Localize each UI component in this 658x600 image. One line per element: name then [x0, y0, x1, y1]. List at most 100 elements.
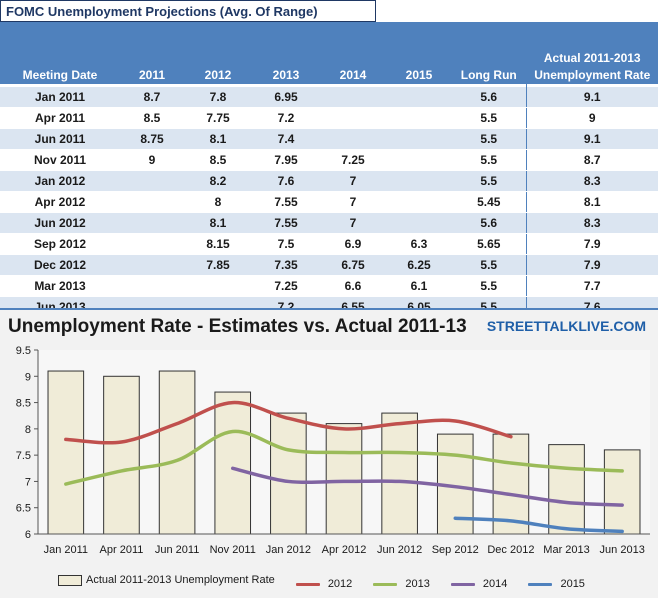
bar-actual	[214, 391, 252, 535]
cell-value: 8.3	[525, 170, 658, 192]
legend-label-2013: 2013	[405, 578, 430, 590]
cell-meeting-date: Jan 2012	[0, 170, 120, 192]
cell-value: 6.6	[320, 275, 386, 297]
cell-value: 8.7	[120, 87, 184, 108]
cell-value: 7.8	[184, 87, 252, 108]
header-long-run: Long Run	[460, 68, 517, 82]
cell-value	[120, 233, 184, 255]
cell-value: 6.3	[386, 233, 452, 255]
cell-value: 7.55	[252, 212, 320, 234]
cell-meeting-date: Jun 2012	[0, 212, 120, 234]
cell-value: 5.5	[452, 254, 526, 276]
x-tick-label: Dec 2012	[487, 544, 534, 556]
cell-value: 7.55	[252, 191, 320, 213]
legend-swatch-2012	[295, 582, 320, 586]
legend-label-2014: 2014	[482, 578, 508, 590]
cell-value: 8.1	[184, 128, 252, 150]
x-tick-label: Jun 2012	[377, 544, 422, 556]
legend-swatch-actual	[58, 574, 82, 586]
cell-value: 8	[184, 191, 252, 213]
cell-value: 5.6	[452, 87, 526, 108]
header-actual: Actual 2011-2013 Unemployment Rate	[525, 22, 658, 87]
cell-value	[386, 107, 452, 129]
legend-item-2013: 2013	[373, 578, 430, 590]
legend-item-2014: 2014	[450, 578, 508, 590]
cell-value	[120, 212, 184, 234]
y-tick-label: 7.5	[16, 450, 31, 462]
x-tick-label: Nov 2011	[210, 544, 256, 556]
cell-value: 9	[120, 149, 184, 171]
cell-value: 7.75	[184, 107, 252, 129]
cell-value: 5.45	[452, 191, 526, 213]
cell-value: 7.25	[320, 149, 386, 171]
cell-value: 5.5	[452, 107, 526, 129]
bar-actual	[603, 449, 641, 535]
header-2012: 2012	[204, 68, 232, 82]
cell-value	[386, 149, 452, 171]
header-actual-line2: Unemployment Rate	[534, 68, 651, 82]
bar-actual	[548, 444, 585, 535]
table-row: Jun 2012 8.1 7.55 7 5.6 8.3	[0, 212, 658, 234]
cell-value: 5.5	[452, 275, 526, 297]
cell-value: 7.5	[252, 233, 320, 255]
fomc-table-wrap: Meeting Date 2011 2012 2013 2014 2015 Lo…	[0, 22, 658, 318]
cell-value: 7.6	[252, 170, 320, 192]
header-actual-line1: Actual 2011-2013	[543, 51, 641, 65]
cell-value: 8.3	[525, 212, 658, 234]
x-tick-label: Apr 2012	[322, 544, 367, 556]
legend-label-2012: 2012	[327, 578, 353, 590]
cell-value: 7.9	[525, 233, 658, 255]
y-tick-label: 8	[25, 424, 31, 436]
bar-actual	[47, 370, 85, 535]
cell-value: 6.75	[320, 254, 386, 276]
header-2015: 2015	[405, 68, 433, 82]
cell-value: 9.1	[525, 87, 658, 108]
cell-meeting-date: Sep 2012	[0, 233, 120, 255]
cell-value: 5.6	[452, 212, 526, 234]
cell-value	[120, 191, 184, 213]
cell-value: 6.25	[386, 254, 452, 276]
cell-value: 6.9	[320, 233, 386, 255]
bar-actual	[270, 412, 307, 535]
cell-value: 8.1	[184, 212, 252, 234]
cell-value: 5.65	[452, 233, 526, 255]
cell-value: 8.7	[525, 149, 658, 171]
cell-value	[320, 87, 386, 108]
cell-value: 7	[320, 191, 386, 213]
legend-item-2012: 2012	[295, 578, 353, 590]
cell-value: 5.5	[452, 170, 526, 192]
cell-value: 9.1	[525, 128, 658, 150]
cell-value: 8.75	[120, 128, 184, 150]
cell-value: 7	[320, 212, 386, 234]
cell-value: 8.5	[184, 149, 252, 171]
cell-meeting-date: Apr 2012	[0, 191, 120, 213]
series-line-2012	[64, 400, 513, 445]
bar-actual	[325, 423, 363, 535]
cell-value	[386, 212, 452, 234]
series-line-2013	[64, 429, 624, 486]
cell-value: 7.2	[252, 107, 320, 129]
legend-label-actual: Actual 2011-2013 Unemployment Rate	[86, 574, 275, 586]
cell-value: 9	[525, 107, 658, 129]
series-line-2014	[230, 466, 624, 507]
cell-value: 7.95	[252, 149, 320, 171]
cell-value	[386, 87, 452, 108]
cell-value	[120, 254, 184, 276]
header-meeting-date: Meeting Date	[22, 68, 98, 82]
legend-swatch-2014	[450, 582, 475, 586]
cell-meeting-date: Nov 2011	[0, 149, 120, 171]
x-tick-label: Sep 2012	[432, 544, 479, 556]
legend-swatch-2013	[373, 582, 398, 586]
table-title-bar: FOMC Unemployment Projections (Avg. Of R…	[0, 0, 376, 22]
legend-swatch-2015	[528, 582, 553, 586]
cell-value: 8.5	[120, 107, 184, 129]
header-2014: 2014	[339, 68, 367, 82]
cell-value: 6.1	[386, 275, 452, 297]
chart-legend: Actual 2011-2013 Unemployment Rate 2012 …	[58, 574, 603, 590]
table-row: Jan 2012 8.2 7.6 7 5.5 8.3	[0, 170, 658, 192]
chart-plot: 6 6.5 7 7.5 8 8.5 9 9.5 Jan 2011 Apr 2011 Jun 2011…	[16, 345, 650, 556]
cell-value: 7.25	[252, 275, 320, 297]
cell-value	[320, 107, 386, 129]
y-tick-label: 8.5	[16, 398, 31, 410]
y-tick-label: 9	[25, 371, 31, 383]
